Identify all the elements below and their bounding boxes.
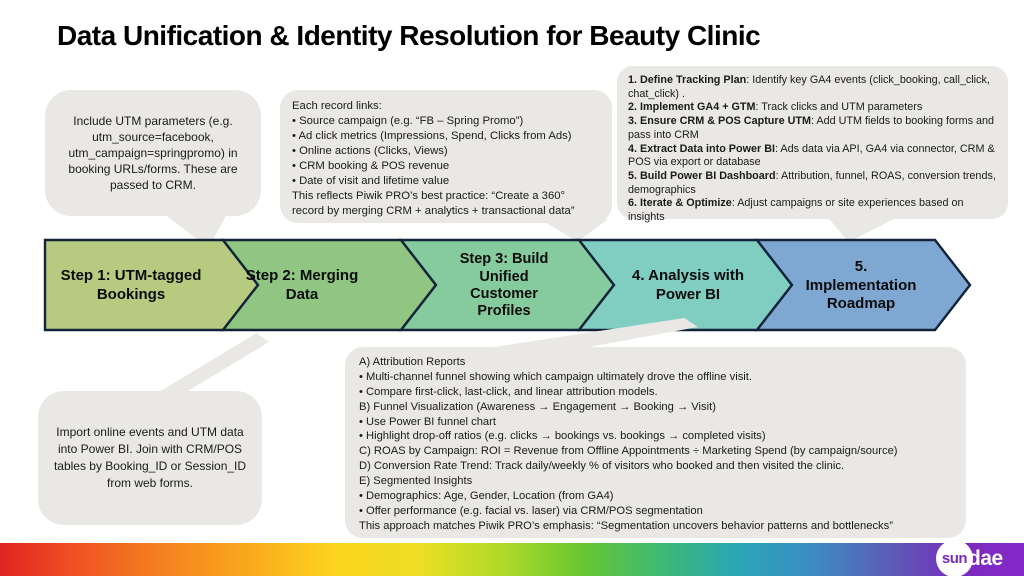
record-line: This reflects Piwik PRO’s best practice:…	[292, 190, 575, 218]
record-line: Each record links:	[292, 100, 382, 112]
roadmap-item: 6. Iterate & Optimize: Adjust campaigns …	[628, 197, 997, 224]
callout-utm-parameters: Include UTM parameters (e.g. utm_source=…	[45, 90, 261, 216]
sundae-logo-circle-text: sun	[941, 550, 968, 567]
callout-import-text: Import online events and UTM data into P…	[53, 425, 247, 490]
chevron-step5-label: 5. Implementation Roadmap	[805, 257, 917, 313]
analysis-line: A) Attribution Reports	[359, 356, 466, 368]
roadmap-item-text: : Ads data via API, GA4 via connector, C…	[628, 142, 995, 169]
analysis-line: • Offer performance (e.g. facial vs. las…	[359, 504, 703, 517]
callout-implementation-roadmap: 1. Define Tracking Plan: Identify key GA…	[617, 66, 1008, 223]
callout-utm-text: Include UTM parameters (e.g. utm_source=…	[68, 113, 238, 193]
sundae-logo-rest-text: dae	[968, 546, 1003, 570]
roadmap-item-text: : Adjust campaigns or site experiences b…	[628, 197, 964, 224]
analysis-line: • Multi-channel funnel showing which cam…	[359, 370, 752, 383]
roadmap-item-text: : Track clicks and UTM parameters	[755, 101, 923, 114]
analysis-line: E) Segmented Insights	[359, 475, 473, 488]
roadmap-item-text: : Identify key GA4 events (click_booking…	[628, 74, 990, 100]
analysis-line: • Highlight drop-off ratios (e.g. clicks…	[359, 430, 766, 443]
chevron-step1-label: Step 1: UTM-tagged Bookings	[60, 267, 202, 303]
chevron-step4-label: 4. Analysis with Power BI	[632, 267, 744, 303]
roadmap-item-lead: 3. Ensure CRM & POS Capture UTM	[628, 115, 811, 128]
callout-import-power-bi: Import online events and UTM data into P…	[38, 391, 262, 525]
roadmap-item-text: : Attribution, funnel, ROAS, conversion …	[628, 169, 996, 196]
roadmap-item-lead: 5. Build Power BI Dashboard	[628, 169, 776, 182]
callout-import-tail	[157, 333, 269, 393]
roadmap-item-text: : Add UTM fields to booking forms and pa…	[628, 115, 995, 141]
callout-record-links: Each record links: • Source campaign (e.…	[280, 90, 612, 223]
analysis-line: • Compare first-click, last-click, and l…	[359, 385, 658, 398]
callout-analysis-details: A) Attribution Reports • Multi-channel f…	[345, 347, 966, 538]
analysis-line: C) ROAS by Campaign: ROI = Revenue from …	[359, 445, 898, 458]
analysis-line: • Demographics: Age, Gender, Location (f…	[359, 490, 614, 503]
roadmap-item: 3. Ensure CRM & POS Capture UTM: Add UTM…	[628, 115, 997, 142]
analysis-line: D) Conversion Rate Trend: Track daily/we…	[359, 460, 845, 473]
page-title: Data Unification & Identity Resolution f…	[57, 20, 761, 51]
chevron-step2-label: Step 2: Merging Data	[245, 267, 359, 303]
sundae-logo-circle: sun	[936, 540, 973, 577]
record-line: • Online actions (Clicks, Views)	[292, 145, 448, 158]
roadmap-item: 5. Build Power BI Dashboard: Attribution…	[628, 170, 997, 197]
roadmap-item: 4. Extract Data into Power BI: Ads data …	[628, 143, 997, 170]
analysis-line: • Use Power BI funnel chart	[359, 415, 496, 428]
roadmap-item-lead: 4. Extract Data into Power BI	[628, 142, 775, 155]
chevron-step5-shape	[754, 238, 972, 332]
chevron-step3-label: Step 3: Build Unified Customer Profiles	[459, 251, 549, 320]
rainbow-footer-strip	[0, 543, 1024, 576]
analysis-line: This approach matches Piwik PRO’s emphas…	[359, 519, 893, 532]
roadmap-item-lead: 6. Iterate & Optimize	[628, 197, 732, 210]
record-line: • Ad click metrics (Impressions, Spend, …	[292, 130, 572, 143]
record-line: • Date of visit and lifetime value	[292, 175, 450, 188]
roadmap-item: 1. Define Tracking Plan: Identify key GA…	[628, 74, 997, 101]
sundae-logo: sun dae	[936, 540, 1003, 577]
roadmap-item-lead: 2. Implement GA4 + GTM	[628, 101, 756, 114]
analysis-line: B) Funnel Visualization (Awareness → Eng…	[359, 400, 716, 413]
process-chevron-band	[43, 238, 978, 334]
roadmap-item-lead: 1. Define Tracking Plan	[628, 74, 747, 86]
roadmap-item: 2. Implement GA4 + GTM: Track clicks and…	[628, 101, 997, 115]
record-line: • CRM booking & POS revenue	[292, 160, 450, 173]
record-line: • Source campaign (e.g. “FB – Spring Pro…	[292, 115, 524, 128]
